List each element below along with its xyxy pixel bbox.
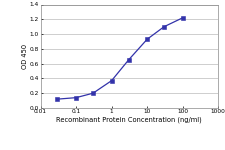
Y-axis label: OD 450: OD 450 xyxy=(22,44,28,69)
X-axis label: Recombinant Protein Concentration (ng/ml): Recombinant Protein Concentration (ng/ml… xyxy=(56,116,202,123)
